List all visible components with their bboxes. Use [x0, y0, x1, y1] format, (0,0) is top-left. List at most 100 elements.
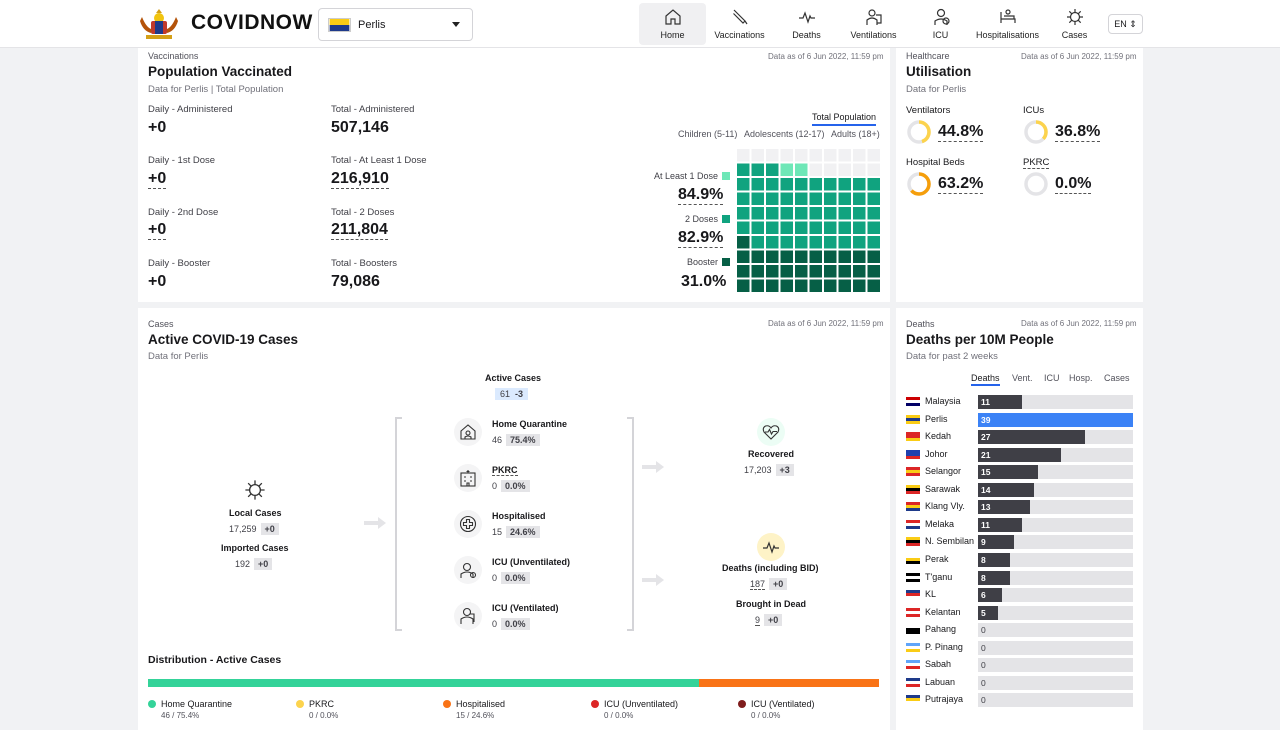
chart-bar-track[interactable]: 0 — [978, 658, 1133, 673]
chart-bar-track[interactable]: 8 — [978, 552, 1133, 567]
nav-deaths[interactable]: Deaths — [773, 3, 840, 45]
state-flag-icon — [906, 590, 920, 600]
chart-data-label: 21 — [981, 449, 991, 460]
hospitalised-value: 15 24.6% — [492, 526, 540, 538]
section-title: Population Vaccinated — [148, 64, 293, 79]
chart-bar-track[interactable]: 0 — [978, 640, 1133, 655]
waffle-cell — [751, 178, 764, 191]
tab-total-population[interactable]: Total Population — [812, 112, 877, 126]
chart-bar-track[interactable]: 9 — [978, 535, 1133, 550]
tab-vent[interactable]: Vent. — [1012, 373, 1033, 383]
data-timestamp: Data as of 6 Jun 2022, 11:59 pm — [768, 52, 884, 61]
chart-bar-track[interactable]: 0 — [978, 693, 1133, 708]
waffle-percent[interactable]: 82.9% — [678, 229, 724, 248]
chart-row: Malaysia 11 — [906, 395, 1136, 409]
chart-bar — [978, 535, 1014, 550]
icu-ventilated-label: ICU (Ventilated) — [492, 603, 559, 613]
value[interactable]: 9 — [755, 615, 761, 626]
waffle-cell — [751, 221, 764, 234]
coat-of-arms-logo[interactable] — [138, 7, 180, 41]
distribution-title: Distribution - Active Cases — [148, 654, 282, 666]
waffle-percent[interactable]: 84.9% — [678, 186, 724, 205]
distribution-segment[interactable] — [699, 679, 879, 687]
waffle-cell — [838, 163, 851, 176]
chart-category-label: Kelantan — [925, 606, 961, 617]
waffle-cell — [809, 178, 822, 191]
chart-bar — [978, 552, 1010, 567]
nav-ventilations[interactable]: Ventilations — [840, 3, 907, 45]
data-timestamp: Data as of 6 Jun 2022, 11:59 pm — [1021, 319, 1137, 328]
chart-bar-track[interactable]: 5 — [978, 605, 1133, 620]
waffle-cell — [766, 250, 779, 263]
chart-bar-track[interactable]: 27 — [978, 430, 1133, 445]
gauge-value[interactable]: 63.2% — [938, 175, 984, 194]
chart-bar-track[interactable]: 21 — [978, 447, 1133, 462]
nav-cases[interactable]: Cases — [1041, 3, 1108, 45]
scrollbar[interactable] — [1270, 48, 1280, 730]
tab-deaths[interactable]: Deaths — [971, 373, 1000, 386]
chart-data-label: 11 — [981, 397, 990, 407]
gauge-value[interactable]: 36.8% — [1055, 123, 1101, 142]
waffle-cell — [780, 178, 793, 191]
section-label: Cases — [148, 319, 174, 329]
chart-category-label: Kedah — [925, 431, 952, 442]
chart-bar-track[interactable]: 15 — [978, 465, 1133, 480]
nav-home[interactable]: Home — [639, 3, 706, 45]
language-select[interactable]: EN ⇕ — [1108, 14, 1143, 34]
nav-icu[interactable]: ICU — [907, 3, 974, 45]
tab-adults[interactable]: Adults (18+) — [831, 129, 880, 139]
state-flag-icon — [906, 677, 920, 687]
tab-hosp[interactable]: Hosp. — [1069, 373, 1093, 383]
state-flag-icon — [906, 397, 920, 406]
distribution-segment[interactable] — [148, 679, 700, 687]
nav-label: Vaccinations — [714, 30, 765, 40]
chart-bar-track[interactable]: 14 — [978, 482, 1133, 497]
value: 192 — [235, 559, 251, 569]
waffle-cell — [766, 265, 779, 278]
home-quarantine-value: 46 75.4% — [492, 434, 540, 446]
gauge-value[interactable]: 44.8% — [938, 123, 984, 142]
stat-value[interactable]: +0 — [148, 170, 167, 189]
gauge-value[interactable]: 0.0% — [1055, 175, 1092, 194]
value[interactable]: 187 — [750, 579, 766, 590]
chart-data-label: 13 — [981, 502, 991, 513]
chart-bar-track[interactable]: 13 — [978, 500, 1133, 515]
section-subtitle: Data for Perlis — [906, 84, 967, 95]
chart-bar-track[interactable]: 0 — [978, 675, 1133, 690]
state-select[interactable]: Perlis — [318, 8, 473, 41]
nav-vaccinations[interactable]: Vaccinations — [706, 3, 773, 45]
chart-category-label: Selangor — [925, 466, 962, 477]
waffle-cell — [795, 279, 808, 292]
stat-value[interactable]: 216,910 — [331, 170, 389, 189]
stat-value[interactable]: +0 — [148, 221, 167, 240]
pct-chip: 24.6% — [506, 526, 540, 538]
chart-bar-track[interactable]: 11 — [978, 395, 1133, 409]
chart-bar-track[interactable]: 39 — [978, 412, 1133, 427]
tab-cases[interactable]: Cases — [1104, 373, 1130, 383]
tab-children[interactable]: Children (5-11) — [678, 129, 738, 139]
tab-icu[interactable]: ICU — [1044, 373, 1060, 383]
chart-data-label: 14 — [981, 484, 991, 495]
chart-bar-track[interactable]: 6 — [978, 588, 1133, 603]
legend-item: PKRC 0 / 0.0% — [296, 699, 338, 720]
gauge-label[interactable]: PKRC — [1023, 157, 1050, 169]
waffle-cell — [838, 207, 851, 220]
state-flag-icon — [906, 519, 920, 529]
chart-bar-track[interactable]: 8 — [978, 570, 1133, 585]
pkrc-label[interactable]: PKRC — [492, 465, 518, 476]
waffle-cell — [853, 265, 866, 278]
waffle-cell — [795, 149, 808, 162]
brand-name[interactable]: COVIDNOW — [191, 11, 313, 34]
stat-value: +0 — [148, 273, 167, 290]
stat-value[interactable]: 211,804 — [331, 221, 388, 240]
delta-chip: +0 — [769, 578, 788, 590]
nav-label: ICU — [932, 30, 949, 40]
chart-bar-track[interactable]: 11 — [978, 517, 1133, 532]
hospital-cross-icon — [454, 510, 482, 538]
chart-bar-track[interactable]: 0 — [978, 623, 1133, 638]
nav-hospitalisations[interactable]: Hospitalisations — [974, 3, 1041, 45]
waffle-cell — [824, 250, 837, 263]
gauge-fill — [1024, 120, 1048, 144]
tab-adolescents[interactable]: Adolescents (12-17) — [744, 129, 825, 139]
value: 17,203 — [744, 465, 772, 475]
